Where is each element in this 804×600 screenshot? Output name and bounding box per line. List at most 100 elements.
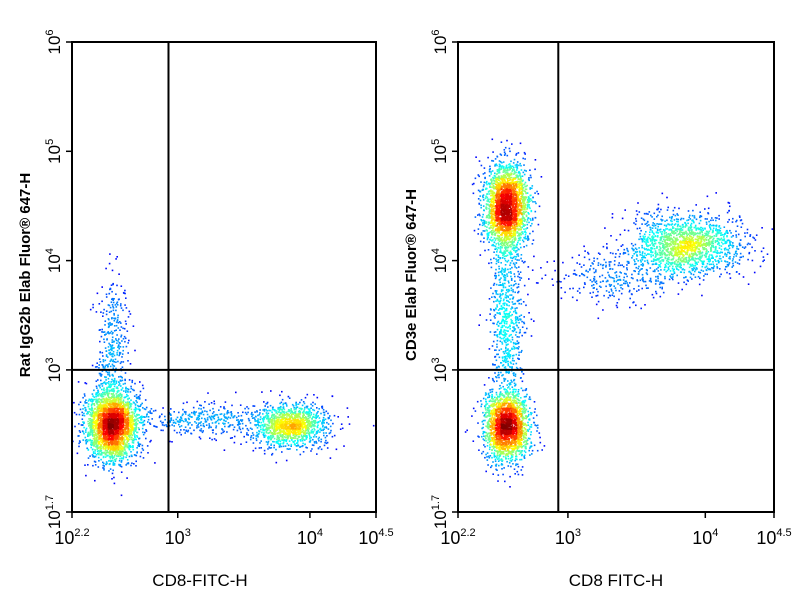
event-dot [200,412,203,415]
event-dot [96,407,99,410]
event-dot [122,327,124,330]
event-dot [130,408,133,411]
event-dot [103,413,105,415]
event-dot [111,355,114,358]
event-dot [220,432,223,435]
event-dot [315,440,317,443]
event-dot [130,385,132,388]
event-dot [176,420,179,423]
event-dot [176,431,178,434]
event-dot [112,410,115,413]
event-dot [201,417,203,420]
event-dot [137,404,139,407]
event-dot [184,413,187,415]
event-dot [87,464,89,466]
event-dot [142,424,144,427]
event-dot [280,408,282,411]
event-dot [101,441,103,444]
event-dot [715,192,717,194]
event-dot [105,397,108,399]
event-dot [174,422,177,424]
event-dot [196,400,199,403]
event-dot [118,406,121,408]
event-dot [277,423,280,426]
event-dot [707,207,710,210]
event-dot [111,434,113,436]
event-dot [180,433,182,436]
event-dot [182,413,184,415]
event-dot [101,385,104,387]
event-dot [280,445,283,448]
event-dot [466,429,468,432]
event-dot [241,422,244,425]
event-dot [129,391,132,393]
event-dot [113,354,116,357]
event-dot [259,412,261,414]
event-dot [108,390,111,393]
event-dot [260,447,262,449]
event-dot [200,424,202,427]
event-dot [533,255,535,258]
event-dot [640,307,642,310]
event-dot [122,442,124,444]
event-dot [133,389,135,392]
event-dot [215,425,218,427]
event-dot [120,376,123,378]
event-dot [112,404,115,407]
event-dot [290,409,292,411]
event-dot [188,413,191,416]
event-dot [88,425,90,427]
event-dot [272,417,274,420]
event-dot [136,418,138,421]
event-dot [583,245,585,248]
event-dot [127,395,129,397]
event-dot [99,404,101,406]
event-dot [85,441,88,444]
event-dot [326,447,329,449]
event-dot [109,414,112,417]
event-dot [99,454,102,456]
event-dot [106,390,109,393]
event-dot [101,328,103,331]
event-dot [121,446,124,448]
event-dot [111,336,114,339]
event-dot [280,412,282,415]
event-dot [78,440,81,442]
event-dot [185,419,187,421]
event-dot [139,390,142,393]
event-dot [105,354,108,356]
event-dot [215,420,218,423]
event-dot [119,329,121,331]
event-dot [102,391,104,394]
event-dot [120,433,123,435]
event-dot [306,412,309,414]
event-dot [142,431,144,434]
event-dot [126,446,128,449]
event-dot [272,433,274,435]
event-dot [273,420,275,423]
event-dot [128,407,131,410]
event-dot [93,429,96,431]
event-dot [142,449,145,451]
event-dot [316,426,319,429]
event-dot [112,350,115,353]
event-dot [112,417,115,420]
event-dot [102,382,105,384]
event-dot [105,370,108,373]
event-dot [541,277,543,280]
event-dot [131,379,134,382]
event-dot [279,429,281,432]
event-dot [266,401,269,404]
event-dot [282,438,285,440]
event-dot [285,436,287,439]
event-dot [259,442,261,444]
event-dot [164,415,166,418]
event-dot [107,454,109,457]
event-dot [116,320,119,322]
event-dot [104,367,106,369]
event-dot [126,431,129,433]
event-dot [127,388,130,391]
event-dot [323,414,326,416]
event-dot [115,306,118,308]
event-dot [113,365,116,367]
